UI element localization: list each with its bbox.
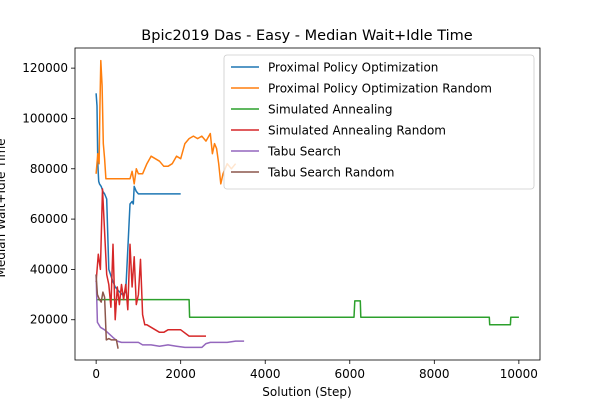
y-axis: 20000 40000 60000 80000 100000 120000 <box>22 61 75 327</box>
y-tick-label: 100000 <box>22 111 68 125</box>
x-tick-label: 6000 <box>334 367 365 381</box>
x-tick-label: 4000 <box>250 367 281 381</box>
legend-entry-5: Tabu Search Random <box>267 166 394 180</box>
y-axis-label: Median Wait+Idle Time <box>0 138 8 277</box>
x-axis-label: Solution (Step) <box>262 385 351 399</box>
series-line-1 <box>95 59 237 185</box>
x-tick-label: 2000 <box>165 367 196 381</box>
legend-entry-1: Proximal Policy Optimization Random <box>268 82 492 96</box>
legend-box <box>223 54 535 190</box>
series-line-3 <box>95 188 206 337</box>
plot-area <box>74 47 541 361</box>
y-tick-label: 80000 <box>30 162 68 176</box>
series-line-4 <box>95 274 245 349</box>
x-tick-label: 10000 <box>500 367 538 381</box>
legend: Proximal Policy Optimization Proximal Pol… <box>223 54 535 190</box>
legend-entry-4: Tabu Search <box>267 145 341 159</box>
x-tick-label: 8000 <box>419 367 450 381</box>
y-tick-label: 60000 <box>30 212 68 226</box>
legend-entry-3: Simulated Annealing Random <box>268 124 446 138</box>
chart-title: Bpic2019 Das - Easy - Median Wait+Idle T… <box>141 28 472 44</box>
series-line-2 <box>96 298 519 326</box>
x-axis: 0 2000 4000 6000 8000 10000 <box>92 360 538 381</box>
y-tick-label: 40000 <box>30 262 68 276</box>
series-line-0 <box>95 93 181 296</box>
x-tick-label: 0 <box>92 367 100 381</box>
y-tick-label: 20000 <box>30 313 68 327</box>
legend-entry-2: Simulated Annealing <box>268 103 393 117</box>
series-line-5 <box>95 274 119 349</box>
legend-entry-0: Proximal Policy Optimization <box>268 61 438 75</box>
axes-frame <box>74 47 541 361</box>
y-tick-label: 120000 <box>22 61 68 75</box>
